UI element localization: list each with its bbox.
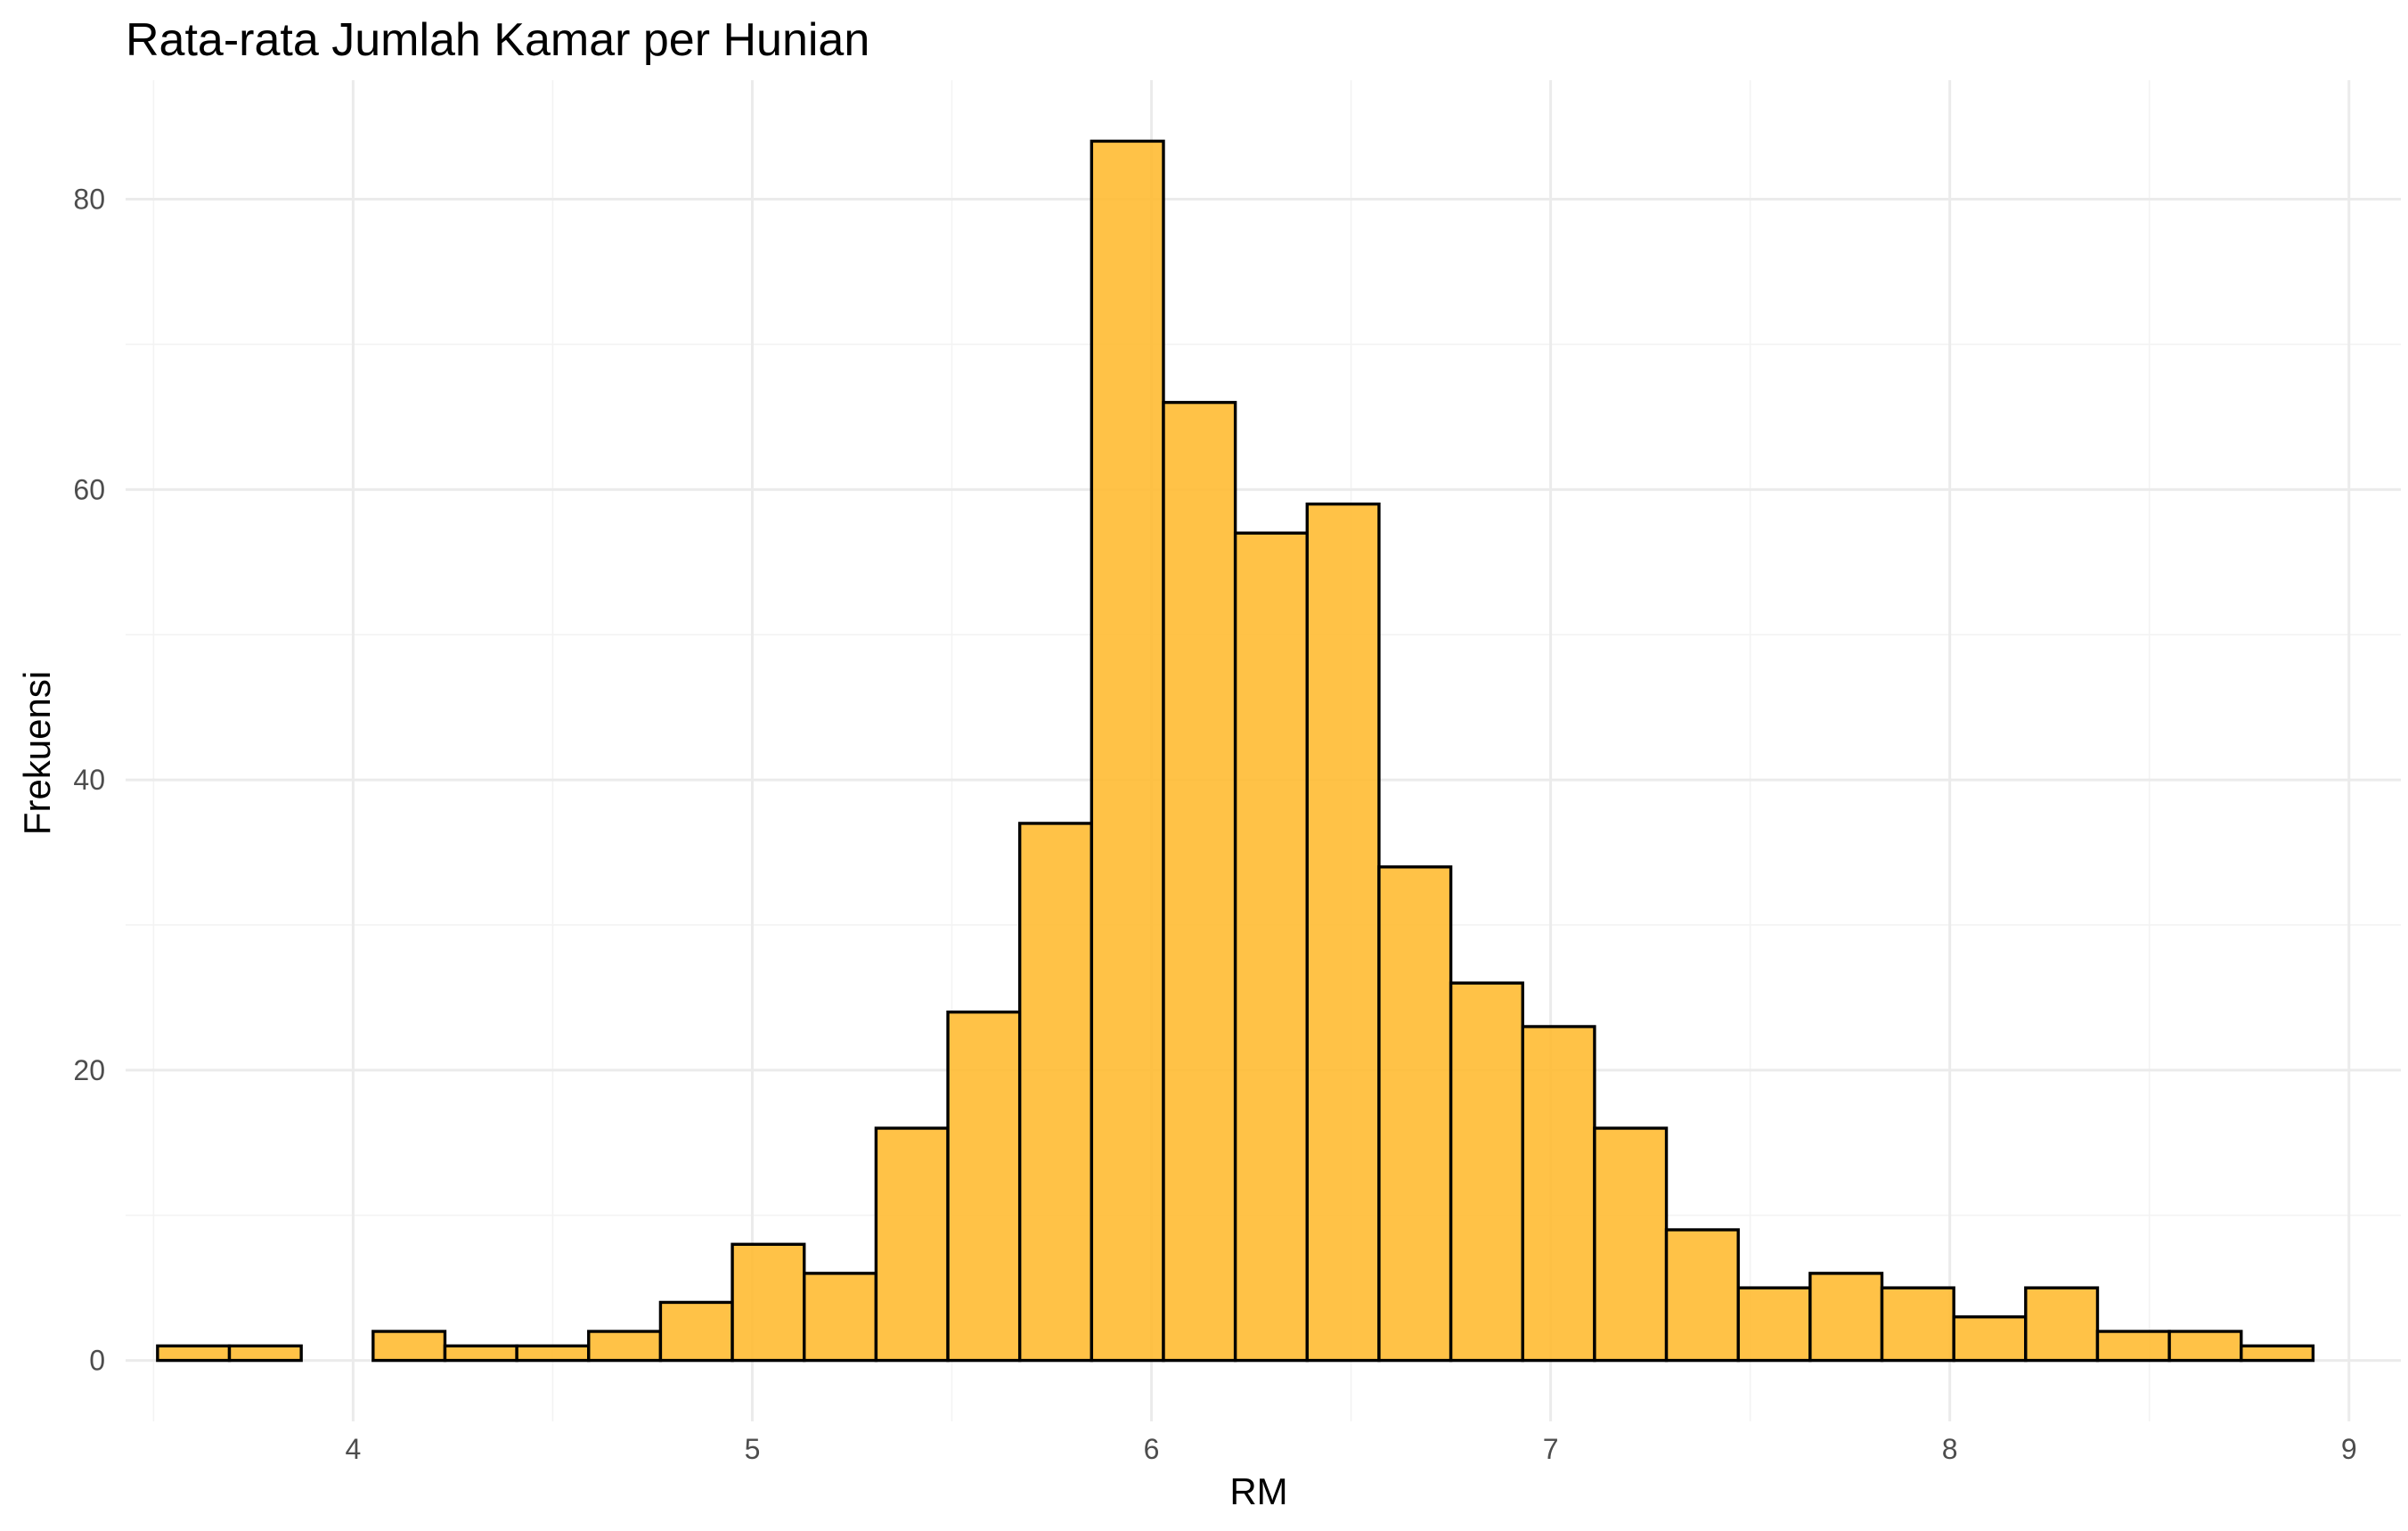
y-axis-title: Frekuensi: [16, 671, 58, 835]
x-axis-title: RM: [1229, 1470, 1287, 1512]
histogram-bar: [2240, 1344, 2315, 1363]
x-tick-label: 7: [1543, 1433, 1559, 1465]
histogram-bar: [803, 1272, 878, 1363]
histogram-bar: [587, 1330, 663, 1363]
y-tick-label: 20: [73, 1054, 105, 1086]
histogram-bar: [2167, 1330, 2243, 1363]
histogram-bar: [946, 1010, 1022, 1363]
x-tick-label: 9: [2341, 1433, 2357, 1465]
histogram-bar: [1593, 1126, 1669, 1363]
histogram-bar: [371, 1330, 447, 1363]
histogram-bar: [227, 1344, 303, 1363]
chart-title: Rata-rata Jumlah Kamar per Hunian: [126, 14, 869, 66]
histogram-bar: [1952, 1315, 2028, 1363]
histogram-bar: [1377, 865, 1453, 1363]
histogram-bar: [156, 1344, 232, 1363]
bars: [156, 139, 2315, 1363]
x-tick-label: 4: [346, 1433, 362, 1465]
histogram-bar: [1664, 1228, 1740, 1363]
histogram-bar: [1736, 1286, 1812, 1363]
histogram-bar: [2024, 1286, 2100, 1363]
histogram-bar: [2095, 1330, 2171, 1363]
histogram-bar: [731, 1242, 806, 1363]
y-tick-label: 40: [73, 764, 105, 796]
histogram-bar: [874, 1126, 950, 1363]
histogram-bar: [1162, 400, 1237, 1363]
histogram-bar: [443, 1344, 518, 1363]
x-axis-ticks: 4 5 6 7 8 9: [346, 1433, 2357, 1465]
y-axis-ticks: 0 20 40 60 80: [73, 184, 105, 1377]
histogram-bar: [1233, 531, 1309, 1363]
x-tick-label: 8: [1942, 1433, 1958, 1465]
histogram-bar: [515, 1344, 591, 1363]
histogram-bar: [1880, 1286, 1955, 1363]
histogram-bar: [1090, 139, 1165, 1363]
histogram-bar: [1521, 1025, 1596, 1363]
y-tick-label: 60: [73, 473, 105, 505]
y-tick-label: 80: [73, 184, 105, 216]
histogram-bar: [1017, 822, 1094, 1363]
histogram-bar: [658, 1300, 734, 1363]
histogram-bar: [1449, 981, 1524, 1363]
x-tick-label: 6: [1144, 1433, 1160, 1465]
histogram-bar: [1305, 502, 1381, 1363]
y-tick-label: 0: [89, 1345, 105, 1377]
histogram-bar: [1808, 1272, 1884, 1363]
x-tick-label: 5: [745, 1433, 761, 1465]
